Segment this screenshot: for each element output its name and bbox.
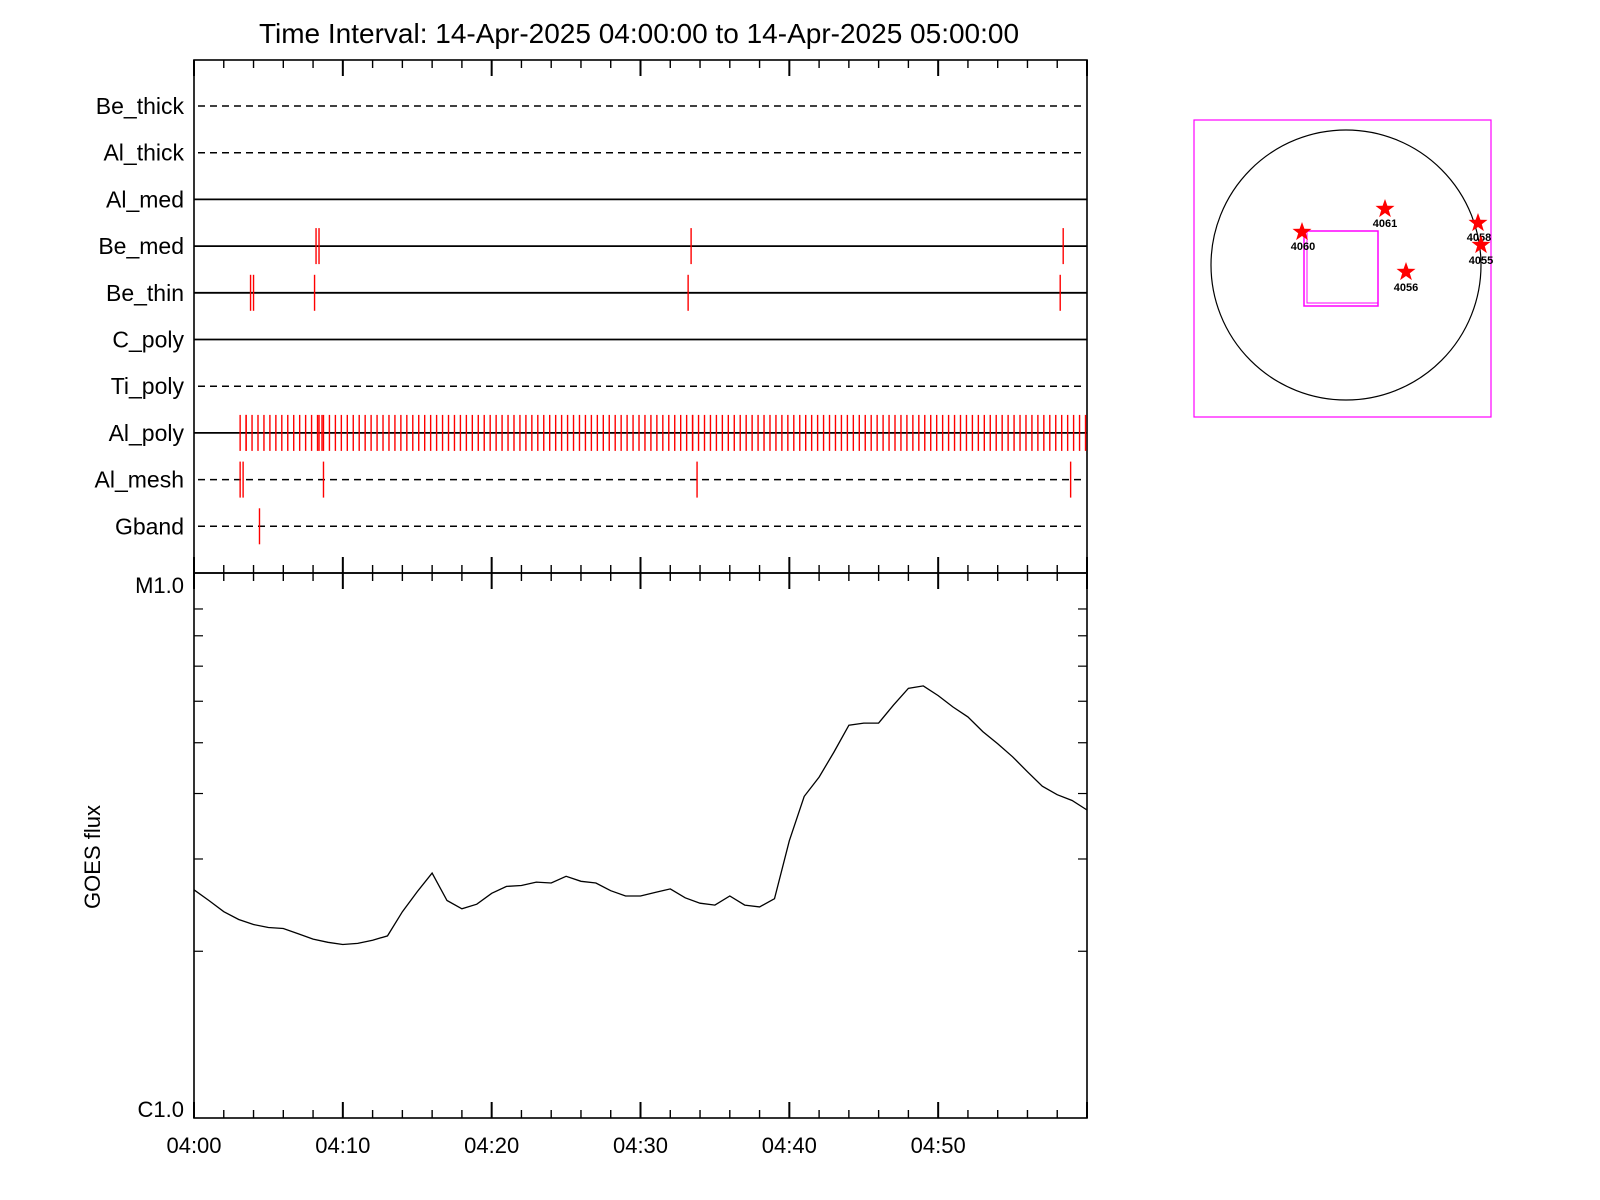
active-region-star [1375, 199, 1395, 218]
flux-panel-frame [193, 572, 1088, 1119]
channel-label: Be_thick [96, 93, 185, 119]
active-region-star [1471, 235, 1491, 254]
channel-label: Al_med [106, 186, 184, 212]
y-axis-label: GOES flux [80, 805, 105, 909]
active-region-label: 4058 [1467, 232, 1491, 244]
x-tick-label: 04:40 [762, 1133, 817, 1158]
chart-title: Time Interval: 14-Apr-2025 04:00:00 to 1… [259, 18, 1019, 49]
fov-box-inner [1306, 230, 1379, 304]
active-region-star [1396, 262, 1416, 281]
active-region-label: 4055 [1469, 255, 1493, 267]
y-tick-label: C1.0 [138, 1097, 184, 1122]
event-panel: Be_thick Al_thick Al_med Be_med Be_thin C_pol… [95, 59, 1088, 574]
active-region-label: 4061 [1373, 218, 1397, 230]
map-frame [1193, 119, 1492, 418]
flux-panel: M1.0 C1.0 [135, 572, 1088, 1122]
solar-disk [1210, 129, 1482, 401]
time-axis: 04:00 04:10 04:20 04:30 04:40 04:50 [166, 60, 1088, 1158]
goes-flux-line [193, 685, 1088, 946]
channel-label: C_poly [112, 327, 184, 353]
active-region-star [1292, 222, 1312, 241]
channel-label: Be_thin [106, 280, 184, 306]
event-panel-frame [193, 59, 1088, 574]
x-tick-label: 04:00 [166, 1133, 221, 1158]
y-tick-label: M1.0 [135, 573, 184, 598]
channel-label: Ti_poly [111, 373, 185, 399]
active-region-label: 4056 [1394, 282, 1418, 294]
channel-label: Al_poly [109, 420, 185, 446]
x-tick-label: 04:10 [315, 1133, 370, 1158]
channel-label: Al_mesh [95, 467, 184, 493]
active-region-markers: 4060 4061 4058 4055 4056 [1291, 199, 1493, 294]
x-tick-label: 04:30 [613, 1133, 668, 1158]
active-region-star [1468, 213, 1488, 232]
sun-map: 4060 4061 4058 4055 4056 [1193, 119, 1493, 418]
channel-label: Al_thick [103, 140, 184, 166]
channel-label: Gband [115, 513, 184, 539]
active-region-label: 4060 [1291, 241, 1315, 253]
x-tick-label: 04:20 [464, 1133, 519, 1158]
x-tick-label: 04:50 [911, 1133, 966, 1158]
channel-label: Be_med [98, 233, 184, 259]
